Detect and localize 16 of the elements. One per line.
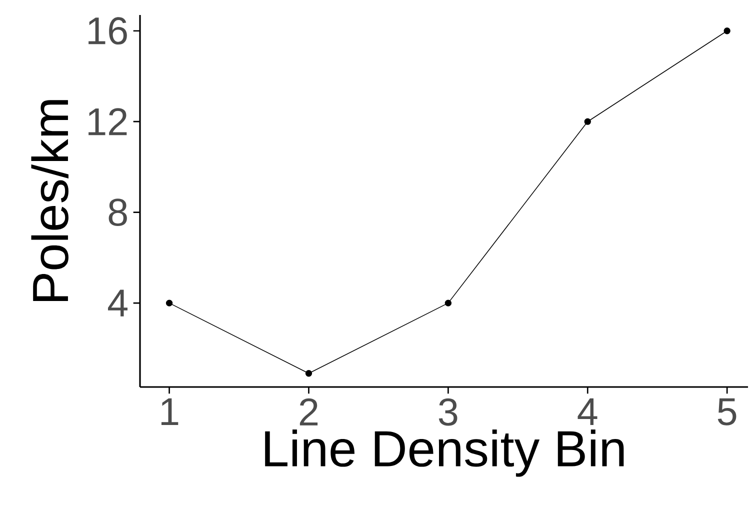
y-tick-label: 8 [108,198,127,226]
x-tick-label: 5 [718,398,736,426]
x-tick-label: 4 [578,398,598,425]
y-tick-label: 16 [88,17,127,45]
y-axis-title: Poles/km [31,100,68,302]
point [444,300,452,306]
y-tick-label: 12 [88,108,127,136]
point [166,300,173,306]
x-tick-label: 2 [300,398,318,426]
y-tick-label: 4 [108,290,128,316]
x-tick-label: 3 [438,398,458,426]
point [724,28,730,34]
x-tick-label: 1 [161,398,178,425]
x-axis-title: Line Density Bin [265,430,624,477]
point [584,118,591,125]
point [305,370,312,377]
